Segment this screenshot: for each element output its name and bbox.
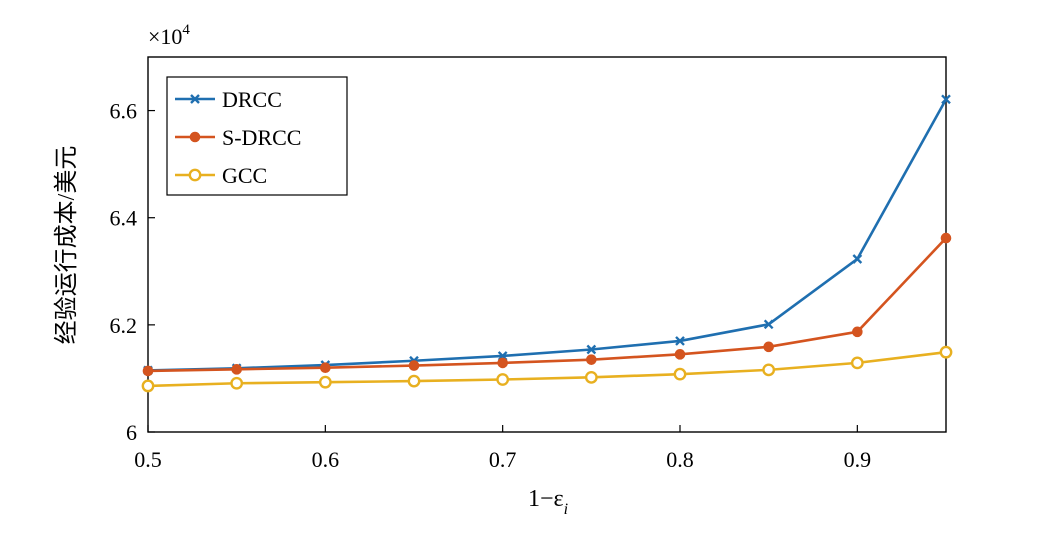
legend-label: GCC	[222, 163, 267, 188]
data-point	[850, 356, 864, 370]
series-gcc	[141, 345, 953, 393]
data-point	[142, 365, 154, 377]
x-axis: 0.5 0.6 0.7 0.8 0.9	[134, 425, 871, 472]
data-point	[584, 370, 598, 384]
series-layer	[141, 94, 953, 393]
data-point	[763, 319, 774, 330]
x-tick-label: 0.7	[489, 447, 517, 472]
legend-item-drcc: DRCC	[175, 87, 282, 112]
legend-marker	[188, 168, 202, 182]
data-point	[852, 254, 863, 264]
data-point	[675, 336, 685, 346]
data-point	[940, 232, 952, 244]
plot-area-frame	[147, 56, 947, 433]
legend-label: S-DRCC	[222, 125, 301, 150]
series-line	[147, 98, 948, 372]
data-point	[941, 94, 951, 105]
data-point	[231, 364, 242, 375]
data-point	[852, 326, 863, 338]
legend-marker	[189, 131, 201, 143]
legend-marker	[190, 94, 200, 104]
x-axis-title: 1−εi	[528, 486, 568, 518]
legend-item-gcc: GCC	[175, 163, 267, 188]
data-point	[497, 357, 508, 369]
series-line	[147, 350, 947, 388]
data-point	[496, 373, 510, 386]
data-point	[586, 354, 597, 365]
y-tick-label: 6	[126, 420, 137, 445]
data-point	[674, 349, 686, 360]
data-point	[230, 376, 244, 390]
y-tick-label: 6.6	[110, 99, 138, 124]
data-point	[673, 367, 687, 381]
x-tick-label: 0.8	[666, 447, 694, 472]
data-point	[762, 363, 776, 377]
y-axis: 6 6.2 6.4 6.6	[110, 99, 155, 445]
y-axis-title: 经验运行成本/美元	[53, 146, 80, 345]
legend: DRCC S-DRCC GCC	[166, 76, 348, 196]
data-point	[763, 341, 774, 353]
x-tick-label: 0.9	[844, 447, 872, 472]
data-point	[939, 345, 953, 359]
data-point	[318, 375, 332, 389]
legend-item-s-drcc: S-DRCC	[175, 125, 301, 150]
data-point	[586, 344, 597, 355]
data-point	[320, 362, 331, 374]
data-point	[408, 360, 420, 371]
y-tick-label: 6.4	[110, 206, 138, 231]
legend-label: DRCC	[222, 87, 282, 112]
y-tick-label: 6.2	[110, 313, 138, 338]
data-point	[141, 379, 155, 393]
series-line	[147, 237, 947, 373]
x-tick-label: 0.6	[312, 447, 340, 472]
y-exponent-label: ×104	[148, 22, 190, 49]
series-s-drcc	[142, 232, 952, 377]
x-tick-label: 0.5	[134, 447, 162, 472]
data-point	[407, 374, 421, 388]
